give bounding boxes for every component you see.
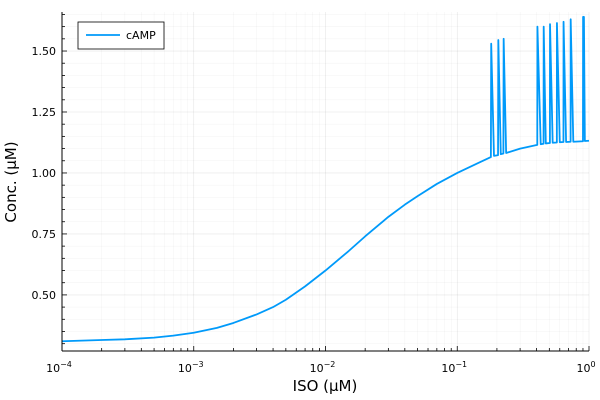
- y-axis-label: Conc. (μM): [2, 141, 20, 222]
- y-tick-label: 1.50: [32, 45, 57, 58]
- series-line-camp: [61, 15, 590, 343]
- x-tick-labels: 10−4 10−3 10−2 10−1 100: [46, 360, 595, 375]
- plot-frame: [61, 12, 589, 352]
- y-tick-label: 0.50: [32, 289, 57, 302]
- grid: [61, 12, 590, 351]
- x-tick-label: 10−4: [46, 360, 72, 375]
- x-tick-label: 10−3: [178, 360, 204, 375]
- series-layer: [61, 15, 590, 343]
- y-tick-label: 0.75: [32, 228, 57, 241]
- x-tick-label: 100: [576, 360, 595, 375]
- x-tick-label: 10−2: [310, 360, 336, 375]
- x-axis-label: ISO (μM): [293, 377, 358, 395]
- legend: cAMP: [77, 21, 165, 50]
- x-tick-label: 10−1: [441, 360, 467, 375]
- y-tick-labels: 0.50 0.75 1.00 1.25 1.50: [32, 45, 57, 302]
- y-tick-label: 1.25: [32, 106, 57, 119]
- y-tick-label: 1.00: [32, 167, 57, 180]
- legend-label: cAMP: [126, 29, 156, 42]
